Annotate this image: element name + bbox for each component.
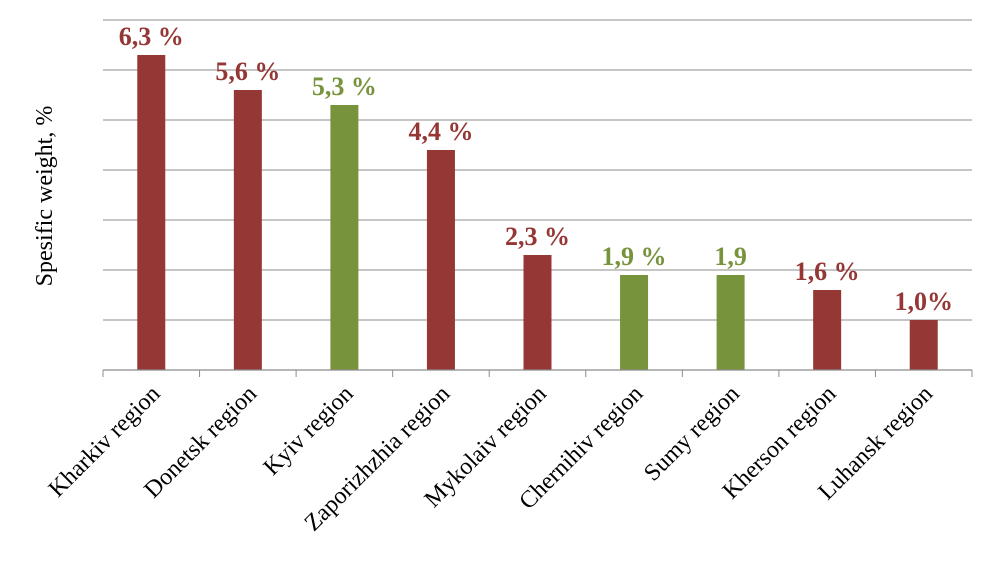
- data-label: 1,6 %: [795, 257, 860, 286]
- data-label: 6,3 %: [119, 22, 184, 51]
- bar: [716, 275, 745, 370]
- bar: [909, 320, 938, 370]
- data-label: 4,4 %: [408, 117, 473, 146]
- data-label: 1,9 %: [602, 242, 667, 271]
- bar: [523, 255, 552, 370]
- x-axis: [102, 369, 973, 377]
- x-tick-label: Sumy region: [639, 381, 745, 487]
- data-label: 1,9: [714, 242, 747, 271]
- bar: [426, 150, 455, 370]
- bar: [813, 290, 842, 370]
- bar: [620, 275, 649, 370]
- data-label: 1,0%: [894, 287, 953, 316]
- bar: [330, 105, 359, 370]
- data-labels: 6,3 % 5,6 % 5,3 % 4,4 % 2,3 % 1,9 % 1,9 1,6 % 1,…: [119, 22, 953, 316]
- data-label: 2,3 %: [505, 222, 570, 251]
- x-tick-label: Kyiv region: [259, 381, 359, 481]
- data-label: 5,3 %: [312, 72, 377, 101]
- bars: [137, 55, 938, 370]
- bar: [233, 90, 262, 370]
- y-axis-title: Spesific weight, %: [32, 106, 58, 287]
- data-label: 5,6 %: [215, 57, 280, 86]
- bar: [137, 55, 166, 370]
